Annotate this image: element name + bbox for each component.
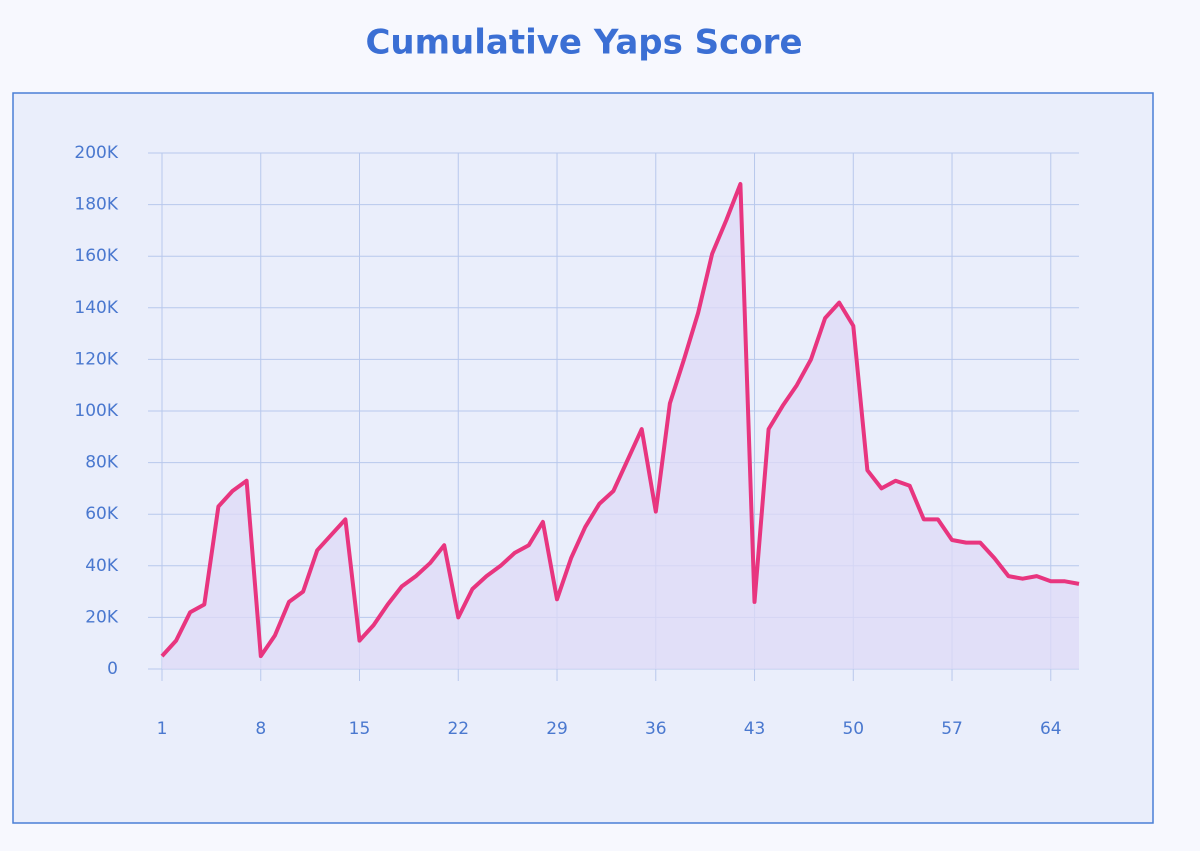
line [160,182,1080,659]
y-tick-label: 40K [85,556,119,576]
x-tick-label: 22 [447,719,469,739]
y-tick-label: 100K [74,401,118,421]
y-tick-label: 160K [74,246,118,266]
x-tick-label: 50 [842,719,864,739]
x-tick-label: 15 [349,719,371,739]
y-tick-label: 140K [74,298,118,318]
y-tick-label: 180K [74,195,118,215]
x-tick-label: 57 [941,719,963,739]
x-tick-label: 43 [744,719,766,739]
x-tick-label: 29 [546,719,568,739]
x-tick-label: 8 [255,719,266,739]
plot-panel [12,92,1154,824]
x-tick-label: 64 [1040,719,1062,739]
area [162,184,1079,669]
y-tick-label: 80K [85,453,119,473]
y-tick-label: 60K [85,504,119,524]
x-tick-label: 1 [157,719,168,739]
y-tick-label: 0 [107,659,118,679]
y-tick-label: 200K [74,143,118,163]
x-tick-label: 36 [645,719,667,739]
y-tick-label: 120K [74,349,118,369]
chart-title: Cumulative Yaps Score [365,23,802,63]
y-tick-label: 20K [85,607,119,627]
